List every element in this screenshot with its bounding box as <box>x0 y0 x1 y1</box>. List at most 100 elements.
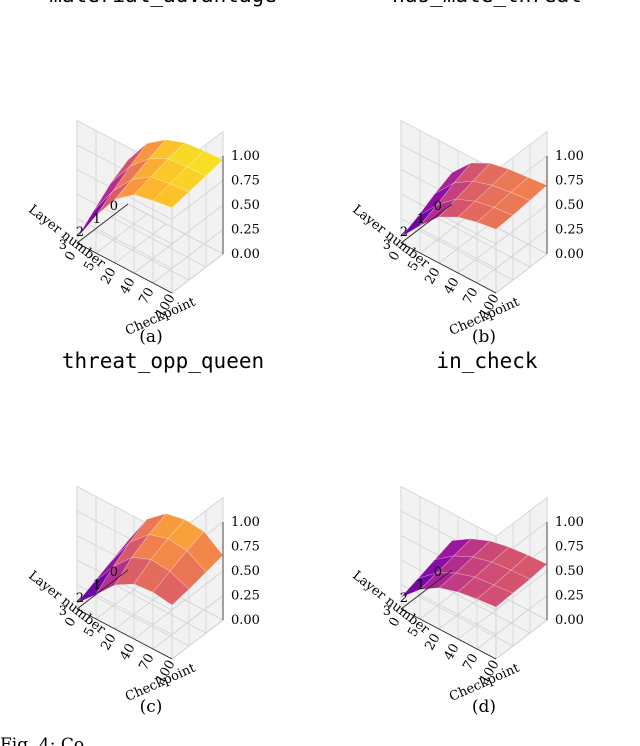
gridline <box>76 559 173 611</box>
surface-cell <box>186 531 224 573</box>
panel-caption: (c) <box>140 697 163 717</box>
y-tick-label: 1 <box>93 212 101 227</box>
gridline <box>93 229 190 281</box>
z-tick-label: 0.00 <box>555 613 584 628</box>
gridline <box>434 216 531 268</box>
z-tick-label: 0.50 <box>555 198 584 213</box>
x-tick-label: 20 <box>98 631 119 653</box>
y-tick-label: 0 <box>110 199 118 214</box>
chart-title: threat_opp_queen <box>62 349 264 373</box>
z-tick-label: 0.50 <box>555 564 584 579</box>
gridline <box>434 582 531 634</box>
x-tick-label: 40 <box>441 641 462 663</box>
z-tick-label: 0.25 <box>555 223 584 238</box>
gridline <box>171 253 224 294</box>
gridline <box>171 595 224 635</box>
gridline <box>400 584 497 635</box>
gridline <box>417 595 514 647</box>
y-tick-label: 3 <box>59 604 67 619</box>
x-tick-label: 70 <box>460 285 481 307</box>
chart-title: material_advantage <box>49 0 277 7</box>
gridline <box>110 582 207 634</box>
gridline <box>419 213 472 254</box>
z-tick-label: 0.75 <box>555 174 584 189</box>
y-tick-label: 1 <box>417 578 425 593</box>
x-tick-label: 40 <box>441 275 462 297</box>
z-tick-label: 1.00 <box>555 149 584 164</box>
y-tick-label: 3 <box>59 238 67 253</box>
x-tick-label: 20 <box>422 631 443 653</box>
panel-caption: (b) <box>472 327 496 347</box>
gridline <box>495 253 548 294</box>
y-tick-label: 3 <box>383 238 391 253</box>
y-tick-label: 0 <box>110 565 118 580</box>
y-tick-label: 1 <box>93 578 101 593</box>
gridline <box>76 218 173 269</box>
gridline <box>127 203 224 255</box>
z-tick-label: 0.00 <box>555 247 584 262</box>
z-tick-label: 0.50 <box>231 564 260 579</box>
panel-caption: (d) <box>472 697 496 717</box>
z-tick-label: 1.00 <box>231 515 260 530</box>
z-tick-label: 0.75 <box>231 174 260 189</box>
gridline <box>495 204 548 245</box>
gridline <box>171 570 224 611</box>
gridline <box>95 579 148 620</box>
x-tick-label: 70 <box>136 651 157 673</box>
gridline <box>171 204 224 245</box>
surface-cell <box>186 150 224 177</box>
x-axis-line <box>400 242 497 294</box>
x-axis-line <box>400 608 497 660</box>
z-tick-label: 0.25 <box>231 589 260 604</box>
z-tick-label: 0.25 <box>231 223 260 238</box>
z-tick-label: 0.25 <box>555 589 584 604</box>
y-tick-label: 2 <box>76 591 84 606</box>
y-tick-label: 3 <box>383 604 391 619</box>
surface-cell <box>510 177 548 201</box>
y-tick-label: 1 <box>417 212 425 227</box>
x-tick-label: 20 <box>422 265 443 287</box>
y-tick-label: 2 <box>400 225 408 240</box>
gridline <box>95 213 148 254</box>
gridline <box>495 619 548 660</box>
gridline <box>114 223 167 264</box>
z-tick-label: 0.00 <box>231 247 260 262</box>
z-tick-label: 0.75 <box>231 540 260 555</box>
x-tick-label: 40 <box>117 641 138 663</box>
surface-plot-1: material_advantage0520407010001230.000.2… <box>25 0 276 339</box>
gridline <box>93 595 190 647</box>
x-tick-label: 20 <box>98 265 119 287</box>
x-tick-label: 70 <box>136 285 157 307</box>
figure-caption-fragment: Fig. 4: Co <box>0 735 84 746</box>
y-axis-line <box>400 569 453 610</box>
y-tick-label: 0 <box>434 565 442 580</box>
gridline <box>495 229 548 269</box>
y-axis-line <box>400 203 453 244</box>
gridline <box>76 193 173 245</box>
chart-title: in_check <box>436 349 538 373</box>
gridline <box>171 229 224 269</box>
gridline <box>495 570 548 611</box>
y-tick-label: 2 <box>400 591 408 606</box>
gridline <box>114 589 167 630</box>
y-axis-line <box>76 203 129 244</box>
gridline <box>417 229 514 281</box>
y-axis-line <box>76 569 129 610</box>
gridline <box>110 216 207 268</box>
gridline <box>400 193 497 245</box>
x-axis-line <box>76 242 173 294</box>
z-tick-label: 0.50 <box>231 198 260 213</box>
surface-plot-2: has_mate_threat0520407010001230.000.250.… <box>349 0 584 339</box>
z-tick-label: 1.00 <box>231 149 260 164</box>
x-axis-line <box>76 608 173 660</box>
x-tick-label: 40 <box>117 275 138 297</box>
y-tick-label: 0 <box>434 199 442 214</box>
surface-cell <box>510 554 548 580</box>
surface-cell <box>169 166 207 193</box>
y-tick-label: 2 <box>76 225 84 240</box>
x-tick-label: 70 <box>460 651 481 673</box>
z-tick-label: 1.00 <box>555 515 584 530</box>
